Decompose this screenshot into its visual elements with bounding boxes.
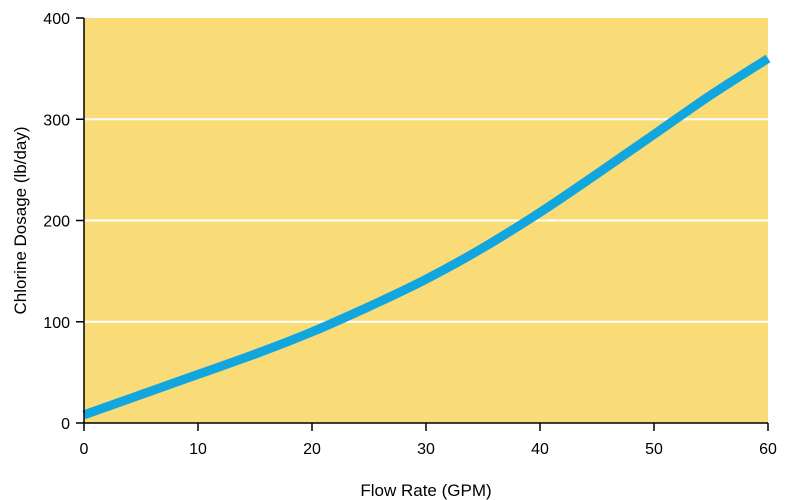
y-tick-label-3: 300 bbox=[43, 112, 70, 129]
y-tick-label-2: 200 bbox=[43, 214, 70, 231]
x-tick-label-2: 20 bbox=[303, 441, 321, 458]
y-axis-label: Chlorine Dosage (lb/day) bbox=[11, 126, 30, 314]
x-axis-label: Flow Rate (GPM) bbox=[360, 481, 491, 500]
series-group bbox=[82, 54, 771, 420]
y-tick-label-1: 100 bbox=[43, 315, 70, 332]
x-tick-label-6: 60 bbox=[759, 441, 777, 458]
x-tick-label-4: 40 bbox=[531, 441, 549, 458]
x-tick-label-5: 50 bbox=[645, 441, 663, 458]
grid-lines bbox=[84, 118, 768, 323]
x-tick-label-0: 0 bbox=[80, 441, 89, 458]
series-line-0 bbox=[82, 54, 771, 420]
y-tick-label-0: 0 bbox=[61, 416, 70, 433]
x-ticks: 0 10 20 30 40 50 60 bbox=[80, 423, 777, 458]
y-ticks: 0 100 200 300 400 bbox=[43, 11, 84, 433]
x-tick-label-1: 10 bbox=[189, 441, 207, 458]
x-tick-label-3: 30 bbox=[417, 441, 435, 458]
y-tick-label-4: 400 bbox=[43, 11, 70, 28]
